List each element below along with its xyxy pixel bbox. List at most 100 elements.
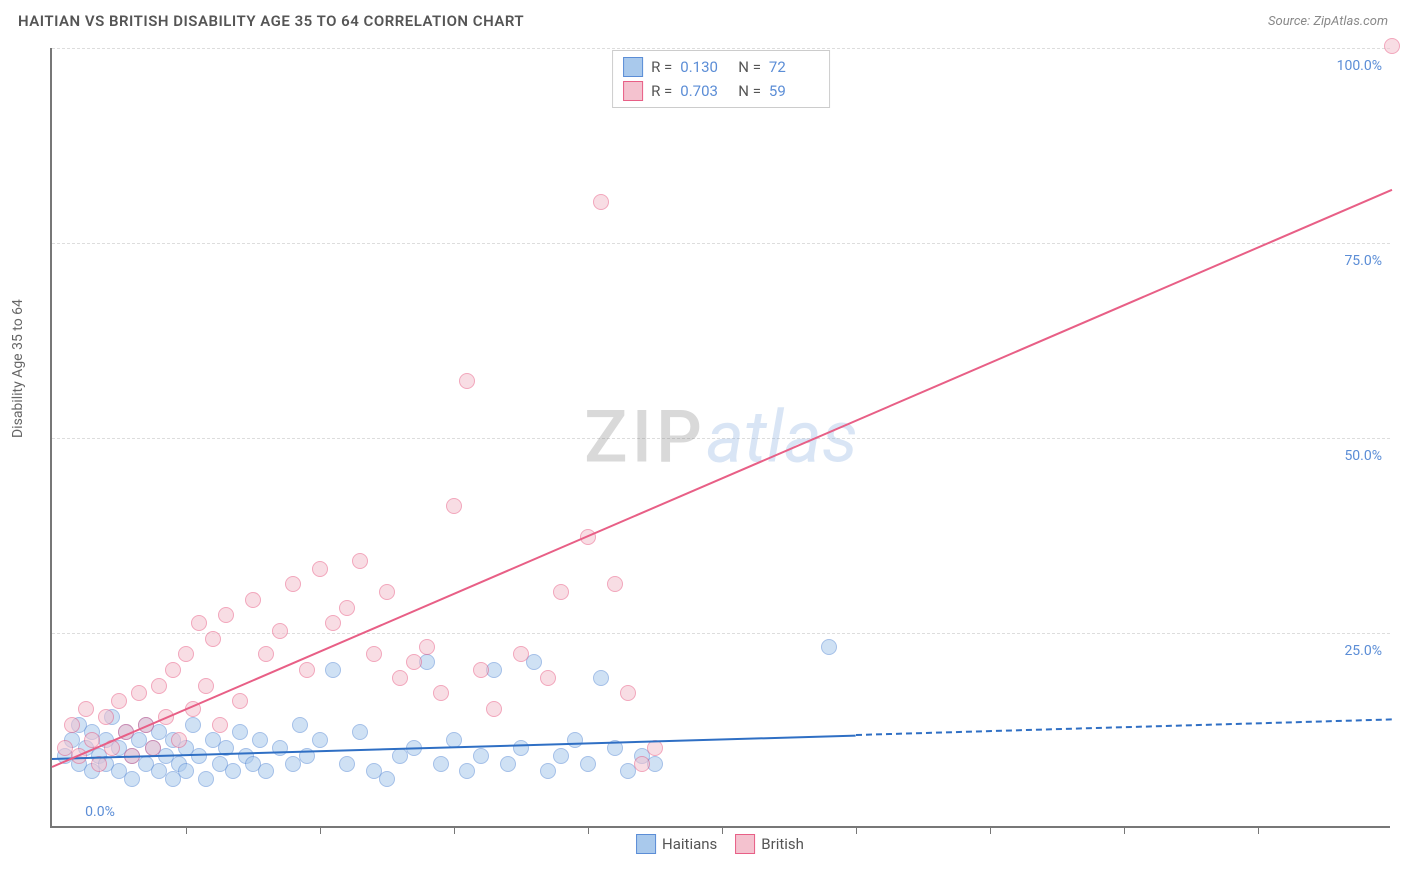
point-haitians — [379, 771, 395, 787]
y-axis-title: Disability Age 35 to 64 — [10, 299, 26, 438]
point-haitians — [593, 670, 609, 686]
point-haitians — [258, 763, 274, 779]
point-british — [64, 717, 80, 733]
point-british — [540, 670, 556, 686]
point-british — [258, 646, 274, 662]
point-haitians — [272, 740, 288, 756]
series-legend: Haitians British — [636, 834, 804, 854]
point-british — [151, 678, 167, 694]
chart-header: HAITIAN VS BRITISH DISABILITY AGE 35 TO … — [0, 0, 1406, 38]
source-attribution: Source: ZipAtlas.com — [1268, 14, 1388, 29]
gridline — [52, 48, 1390, 49]
source-name: ZipAtlas.com — [1313, 14, 1388, 29]
x-tick — [588, 826, 589, 834]
watermark-atlas: atlas — [706, 395, 858, 480]
point-british — [312, 561, 328, 577]
legend-label: Haitians — [662, 835, 717, 853]
point-haitians — [513, 740, 529, 756]
point-haitians — [352, 724, 368, 740]
n-value-haitians: 72 — [769, 58, 819, 76]
y-tick-label: 75.0% — [1344, 253, 1382, 269]
n-label: N = — [738, 58, 761, 76]
r-value-haitians: 0.130 — [680, 58, 730, 76]
y-tick-label: 50.0% — [1344, 448, 1382, 464]
point-british — [513, 646, 529, 662]
y-tick-label: 25.0% — [1344, 643, 1382, 659]
point-british — [419, 639, 435, 655]
legend-row-british: R = 0.703 N = 59 — [623, 79, 819, 103]
source-label: Source: — [1268, 14, 1310, 29]
y-tick-label: 100.0% — [1337, 58, 1382, 74]
point-haitians — [459, 763, 475, 779]
point-british — [392, 670, 408, 686]
legend-swatch — [735, 834, 755, 854]
legend-swatch — [636, 834, 656, 854]
point-haitians — [500, 756, 516, 772]
point-british — [325, 615, 341, 631]
point-haitians — [232, 724, 248, 740]
chart-area: ZIPatlas R = 0.130 N = 72 R = 0.703 N = … — [50, 48, 1390, 828]
point-british — [245, 592, 261, 608]
point-british — [145, 740, 161, 756]
point-haitians — [540, 763, 556, 779]
point-british — [98, 709, 114, 725]
point-british — [620, 685, 636, 701]
n-value-british: 59 — [769, 82, 819, 100]
point-british — [553, 584, 569, 600]
point-british — [171, 732, 187, 748]
point-british — [459, 373, 475, 389]
point-haitians — [312, 732, 328, 748]
n-label: N = — [738, 82, 761, 100]
gridline — [52, 438, 1390, 439]
point-british — [299, 662, 315, 678]
trend-line-haitians-extrapolated — [856, 719, 1392, 737]
correlation-legend: R = 0.130 N = 72 R = 0.703 N = 59 — [612, 50, 830, 108]
r-label: R = — [651, 58, 672, 76]
legend-item: British — [735, 834, 804, 854]
point-british — [212, 717, 228, 733]
point-haitians — [821, 639, 837, 655]
r-value-british: 0.703 — [680, 82, 730, 100]
point-british — [205, 631, 221, 647]
point-haitians — [526, 654, 542, 670]
x-tick — [454, 826, 455, 834]
point-haitians — [292, 717, 308, 733]
x-tick — [990, 826, 991, 834]
legend-row-haitians: R = 0.130 N = 72 — [623, 55, 819, 79]
point-haitians — [252, 732, 268, 748]
point-haitians — [580, 756, 596, 772]
trend-line-british — [52, 188, 1393, 767]
point-haitians — [553, 748, 569, 764]
point-british — [165, 662, 181, 678]
gridline — [52, 243, 1390, 244]
x-tick — [186, 826, 187, 834]
legend-swatch-british — [623, 81, 643, 101]
point-haitians — [225, 763, 241, 779]
gridline — [52, 633, 1390, 634]
point-british — [352, 553, 368, 569]
x-tick — [722, 826, 723, 834]
point-haitians — [433, 756, 449, 772]
point-british — [607, 576, 623, 592]
point-haitians — [567, 732, 583, 748]
point-british — [218, 607, 234, 623]
x-tick — [1258, 826, 1259, 834]
point-haitians — [325, 662, 341, 678]
point-british — [232, 693, 248, 709]
point-british — [272, 623, 288, 639]
point-haitians — [178, 763, 194, 779]
watermark-zip: ZIP — [584, 395, 706, 480]
x-tick — [320, 826, 321, 834]
x-tick-label: 0.0% — [85, 804, 115, 820]
point-british — [366, 646, 382, 662]
x-tick — [1124, 826, 1125, 834]
point-british — [285, 576, 301, 592]
legend-swatch-haitians — [623, 57, 643, 77]
point-haitians — [124, 771, 140, 787]
point-haitians — [339, 756, 355, 772]
point-british — [198, 678, 214, 694]
point-haitians — [198, 771, 214, 787]
point-british — [433, 685, 449, 701]
point-british — [191, 615, 207, 631]
point-haitians — [185, 717, 201, 733]
